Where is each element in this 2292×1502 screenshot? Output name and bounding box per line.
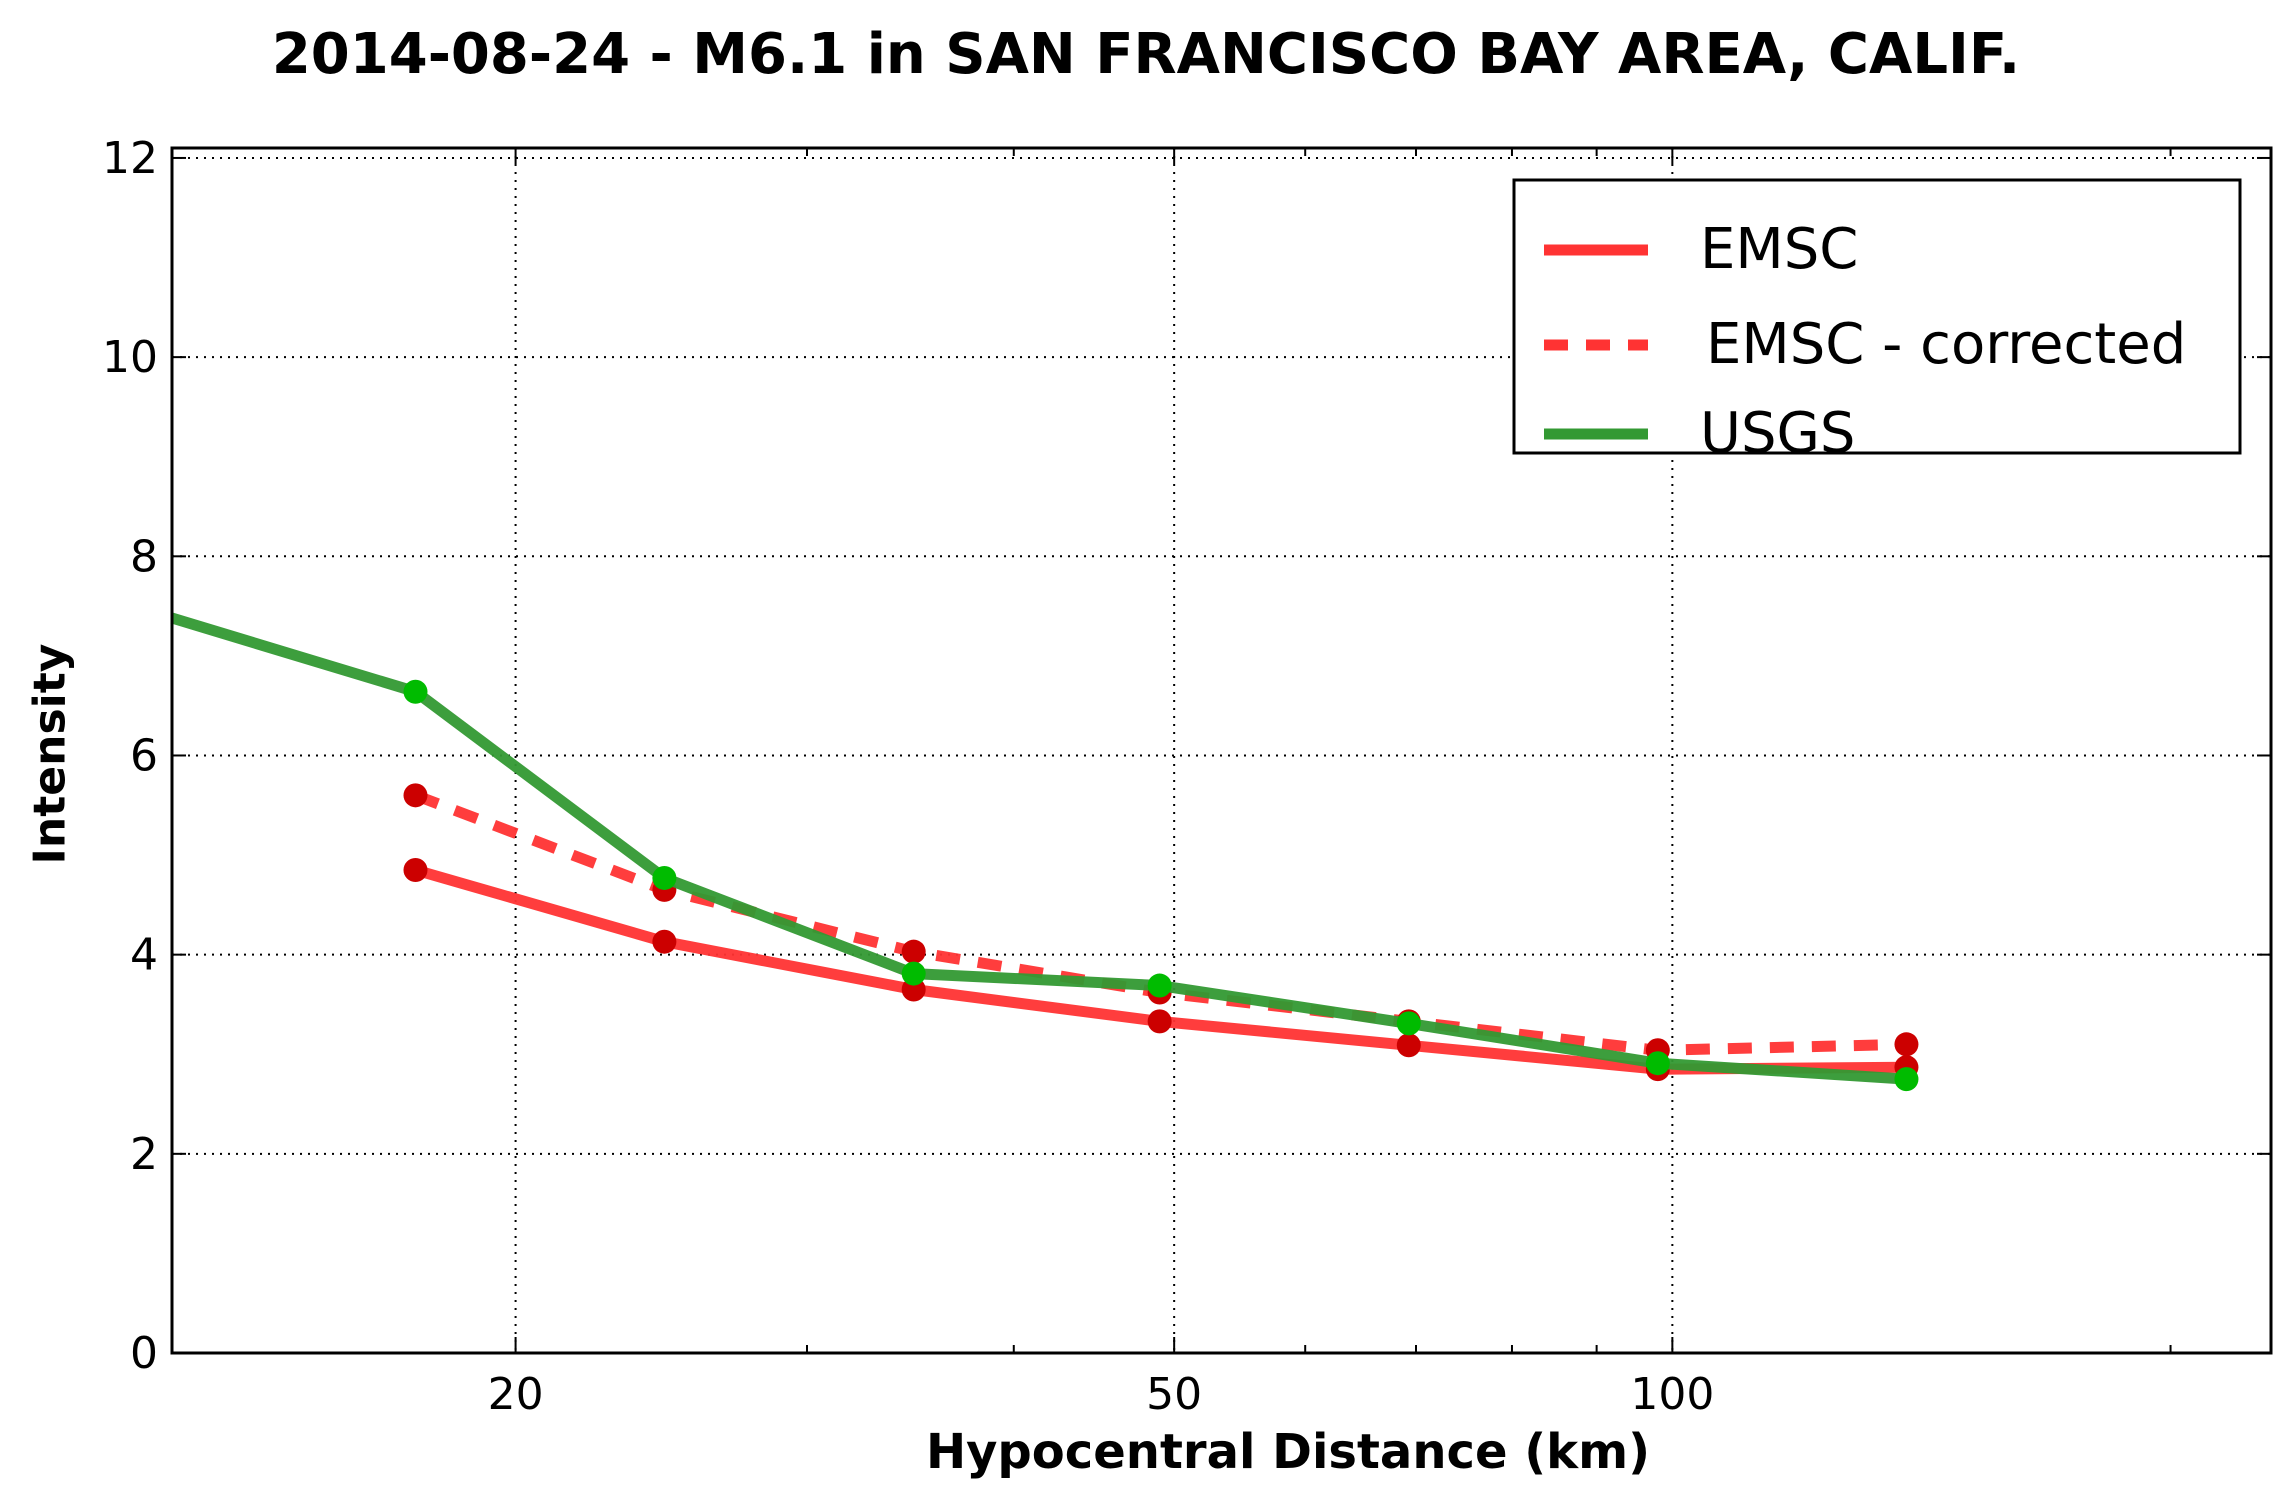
data-point — [1645, 1051, 1670, 1076]
data-point — [1147, 1009, 1172, 1034]
x-axis-label: Hypocentral Distance (km) — [0, 1424, 2292, 1480]
series-layer — [170, 612, 1919, 1092]
legend-label: EMSC - corrected — [1706, 312, 2186, 377]
data-point — [901, 961, 926, 986]
y-tick-label: 10 — [102, 332, 158, 383]
y-tick-label: 0 — [130, 1328, 158, 1379]
data-point — [1894, 1032, 1919, 1057]
series-line-2 — [170, 612, 1907, 1085]
data-point — [1894, 1067, 1919, 1092]
legend-box — [1512, 178, 2242, 455]
data-point — [1396, 1033, 1421, 1058]
y-tick-label: 8 — [130, 531, 158, 582]
data-point — [652, 865, 677, 890]
x-axis-label-text: Hypocentral Distance (km) — [925, 1424, 1651, 1480]
data-point — [901, 939, 926, 964]
legend-label: EMSC — [1700, 217, 1858, 282]
data-point — [403, 858, 428, 883]
data-point — [1396, 1011, 1421, 1036]
data-point — [652, 929, 677, 954]
chart-title: 2014-08-24 - M6.1 in SAN FRANCISCO BAY A… — [271, 22, 2021, 87]
x-tick-label: 20 — [488, 1369, 544, 1420]
x-tick-label: 100 — [1630, 1369, 1714, 1420]
ticks: 0 2 4 6 8 10 12 20 50 100 — [102, 133, 2271, 1420]
y-tick-label: 6 — [130, 730, 158, 781]
data-point — [403, 783, 428, 808]
y-tick-label: 4 — [130, 930, 158, 981]
legend-label: USGS — [1700, 401, 1855, 466]
legend: EMSC EMSC - corrected USGS — [1512, 178, 2242, 466]
y-tick-label: 12 — [102, 133, 158, 184]
data-point — [403, 679, 428, 704]
data-point — [1147, 973, 1172, 998]
series-line-0 — [413, 864, 1907, 1075]
plot-frame — [170, 146, 2273, 1355]
y-tick-label: 2 — [130, 1129, 158, 1180]
x-tick-label: 50 — [1146, 1369, 1202, 1420]
